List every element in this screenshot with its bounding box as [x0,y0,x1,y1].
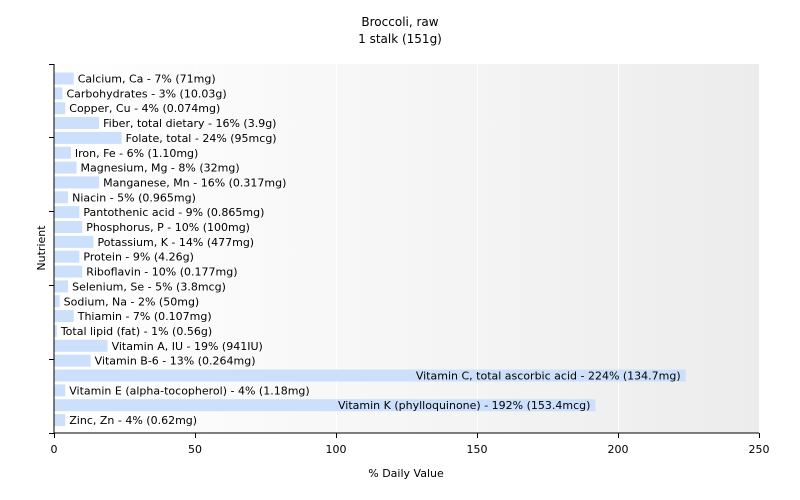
bar [54,384,66,397]
bar [54,250,80,263]
bar [54,265,83,278]
axes [53,64,759,434]
bar [54,310,74,323]
bar [54,235,94,248]
x-axis-ticks: 0 50 100 150 200 250 [51,433,770,456]
bar [54,72,74,85]
bar-label: Vitamin E (alpha-tocopherol) - 4% (1.18m… [69,384,309,397]
bar-label: Vitamin B-6 - 13% (0.264mg) [95,355,256,368]
bar-label: Zinc, Zn - 4% (0.62mg) [69,414,197,427]
bar [54,146,71,159]
bar [54,399,596,412]
x-tick-label: 0 [51,443,58,456]
bar [54,117,100,130]
bar-label: Selenium, Se - 5% (3.8mcg) [72,280,226,293]
bar-label: Folate, total - 24% (95mcg) [126,132,277,145]
bar [54,414,66,427]
y-axis-label: Nutrient [35,225,48,271]
bar [54,191,69,204]
x-tick-label: 150 [467,443,488,456]
bar [54,176,100,189]
bar-labels: Calcium, Ca - 7% (71mg)Carbohydrates - 3… [60,73,681,428]
bar-label: Vitamin K (phylloquinone) - 192% (153.4m… [338,399,590,412]
bar-label: Vitamin C, total ascorbic acid - 224% (1… [416,370,681,383]
chart-subtitle: 1 stalk (151g) [358,32,442,46]
x-tick-label: 200 [608,443,629,456]
bar [54,87,63,100]
bar [54,324,57,337]
chart-title: Broccoli, raw [361,15,439,29]
bar-label: Copper, Cu - 4% (0.074mg) [69,102,220,115]
bar [54,221,83,233]
bar-label: Vitamin A, IU - 19% (941IU) [112,340,263,353]
bar-label: Phosphorus, P - 10% (100mg) [86,221,250,234]
bar-label: Manganese, Mn - 16% (0.317mg) [103,176,286,189]
bar-label: Calcium, Ca - 7% (71mg) [78,73,216,86]
bar [54,354,91,367]
bar-label: Fiber, total dietary - 16% (3.9g) [103,117,276,130]
bar-label: Pantothenic acid - 9% (0.865mg) [83,206,264,219]
bar-label: Niacin - 5% (0.965mg) [72,191,196,204]
y-axis-ticks [49,64,54,434]
bar-label: Total lipid (fat) - 1% (0.56g) [60,325,212,338]
bar-label: Riboflavin - 10% (0.177mg) [86,266,237,279]
bars [54,72,686,427]
bar [54,161,77,174]
bar-label: Magnesium, Mg - 8% (32mg) [81,162,240,175]
bar-label: Protein - 9% (4.26g) [83,251,194,264]
bar [54,131,122,144]
bar [54,102,66,115]
bar-label: Thiamin - 7% (0.107mg) [77,310,212,323]
x-tick-label: 250 [749,443,770,456]
x-tick-label: 50 [188,443,202,456]
bar [54,295,60,308]
bar-label: Iron, Fe - 6% (1.10mg) [75,147,198,160]
bar-label: Potassium, K - 14% (477mg) [97,236,254,249]
bar [54,280,69,293]
x-tick-label: 100 [326,443,347,456]
x-axis-label: % Daily Value [368,467,444,480]
bar [54,339,108,352]
bar-label: Carbohydrates - 3% (10.03g) [66,87,226,100]
bar-label: Sodium, Na - 2% (50mg) [64,295,200,308]
bar [54,206,80,219]
bar [54,369,686,382]
